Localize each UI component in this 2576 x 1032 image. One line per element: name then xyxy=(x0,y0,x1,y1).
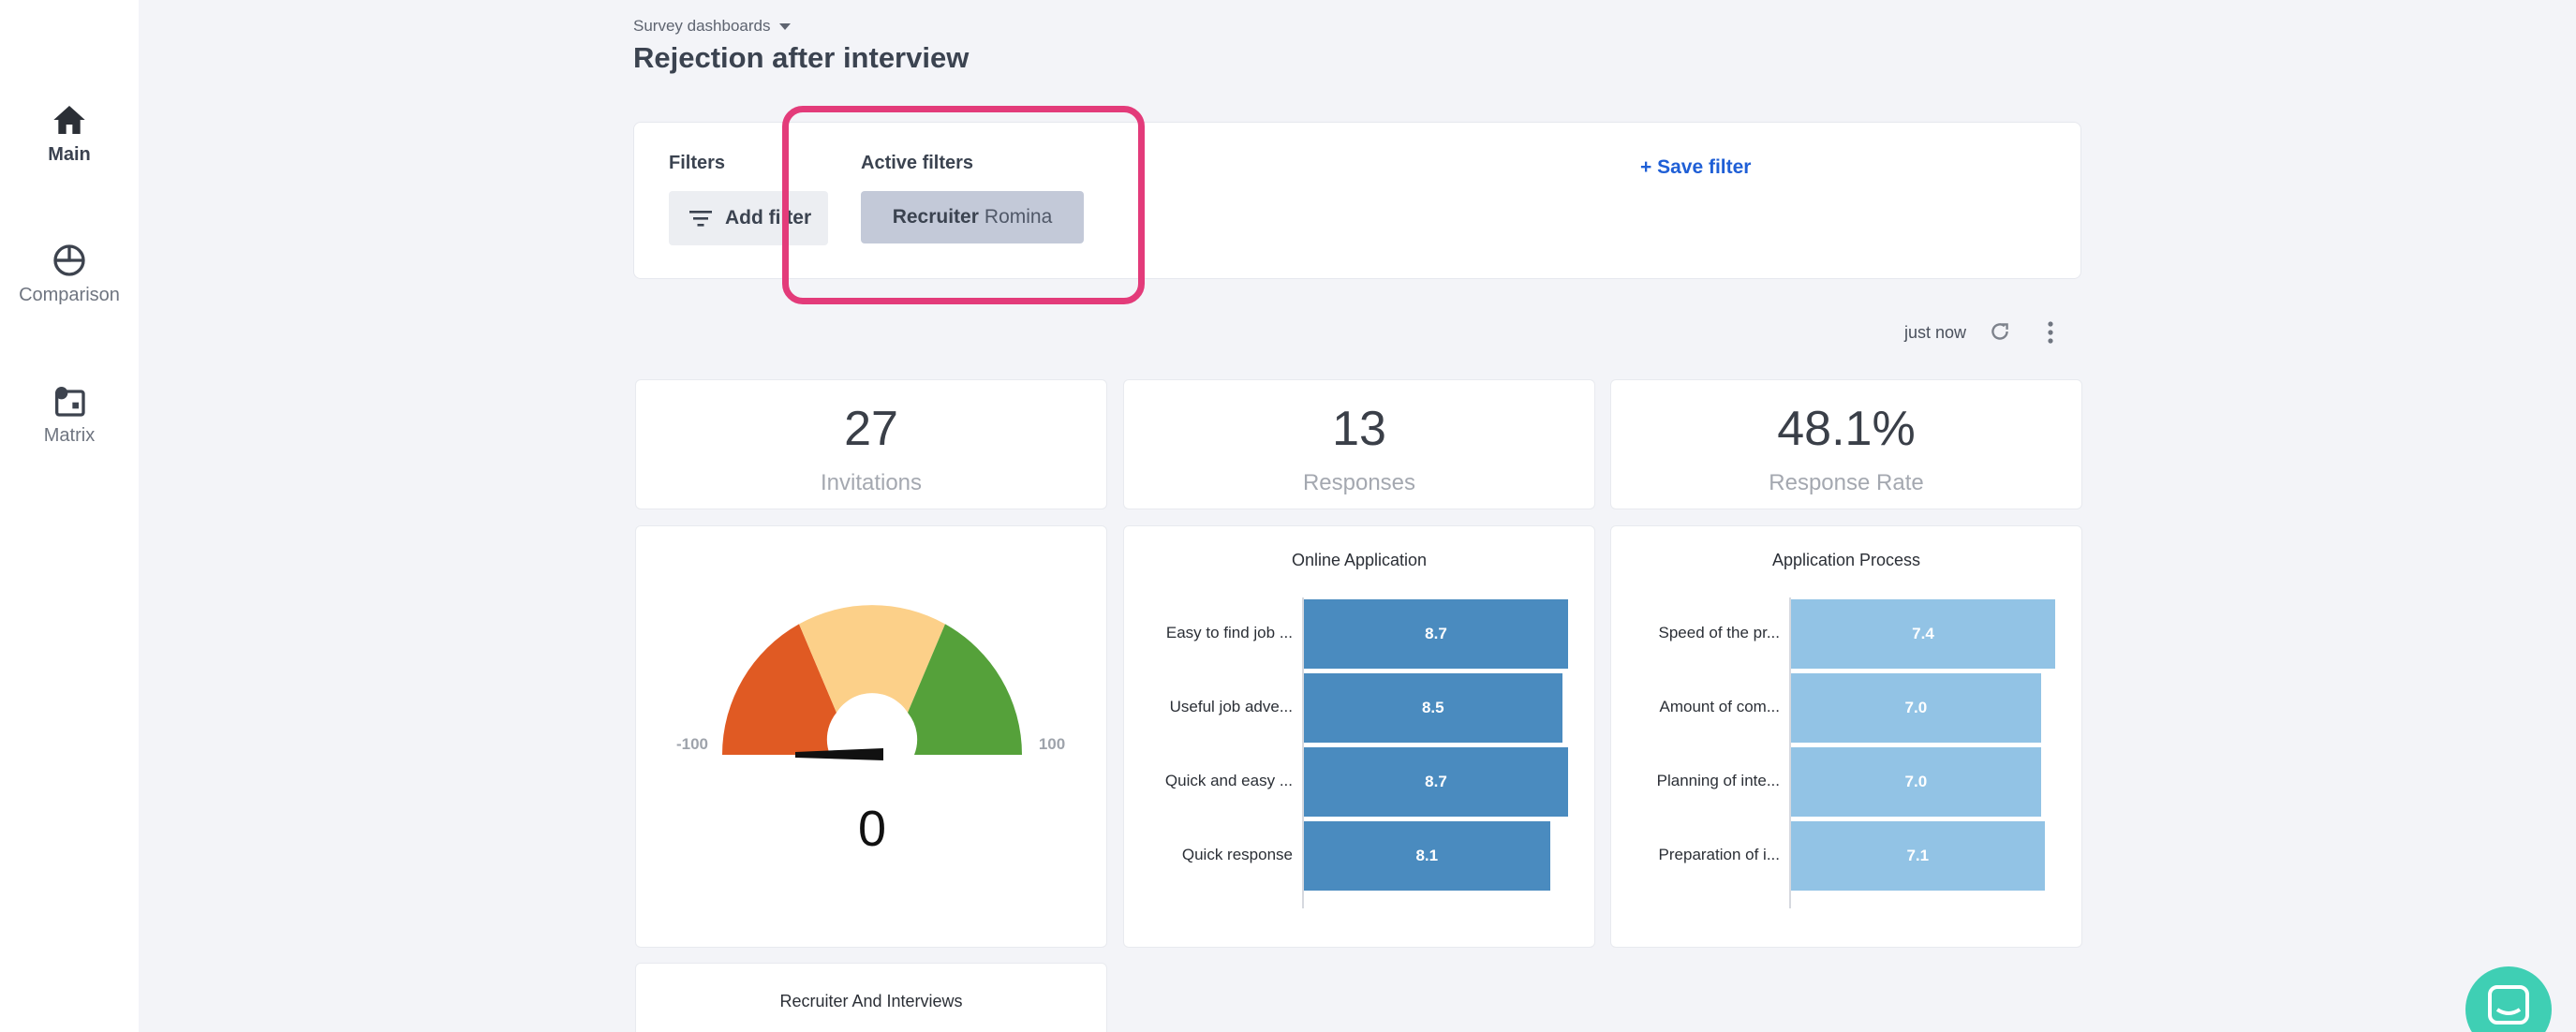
breadcrumb[interactable]: Survey dashboards xyxy=(633,17,792,36)
add-filter-button[interactable]: Add filter xyxy=(669,191,828,245)
gauge-value: 0 xyxy=(858,801,886,857)
chip-value: Romina xyxy=(984,206,1053,228)
sidebar-item-main[interactable]: Main xyxy=(0,101,139,166)
gauge-max-label: 100 xyxy=(1039,735,1065,753)
bar-category-label: Easy to find job ... xyxy=(1165,624,1293,641)
application-process-chart: Application Process Speed of the pr... 7.… xyxy=(1610,525,2082,948)
bar-category-label: Preparation of i... xyxy=(1658,846,1780,863)
add-filter-label: Add filter xyxy=(725,207,812,229)
bar-value-label: 7.0 xyxy=(1904,773,1928,790)
chip-key: Recruiter xyxy=(892,206,979,228)
home-icon xyxy=(53,106,85,134)
chat-icon xyxy=(2488,985,2529,1025)
bar[interactable]: 8.7 xyxy=(1304,599,1568,669)
gauge-chart: -100 100 0 xyxy=(676,605,1065,857)
online-application-chart: Online Application Easy to find job ... 8… xyxy=(1123,525,1595,948)
last-updated: just now xyxy=(1904,323,1967,342)
bar-value-label: 7.4 xyxy=(1912,625,1934,642)
matrix-icon xyxy=(55,387,85,417)
bar-value-label: 8.7 xyxy=(1425,625,1447,642)
gauge-min-label: -100 xyxy=(676,735,708,753)
comparison-icon xyxy=(53,244,85,276)
breadcrumb-label: Survey dashboards xyxy=(633,17,771,35)
bar[interactable]: 7.0 xyxy=(1791,673,2041,743)
active-filters-label: Active filters xyxy=(861,153,974,173)
bar-value-label: 8.7 xyxy=(1425,773,1447,790)
sidebar-item-label: Main xyxy=(48,144,91,165)
filters-label: Filters xyxy=(669,153,726,173)
bar[interactable]: 8.7 xyxy=(1304,747,1568,817)
gauge-segment-mid xyxy=(799,605,945,713)
kpi-label: Response Rate xyxy=(1769,470,1924,495)
gauge-card: -100 100 0 xyxy=(635,525,1107,948)
bar[interactable]: 7.1 xyxy=(1791,821,2045,891)
kpi-value: 48.1% xyxy=(1777,402,1916,456)
bar-category-label: Quick and easy ... xyxy=(1164,772,1293,789)
chart-axis xyxy=(1789,597,1791,908)
gauge-segment-high xyxy=(908,624,1022,755)
bar[interactable]: 8.1 xyxy=(1304,821,1550,891)
bar-category-label: Speed of the pr... xyxy=(1658,624,1780,641)
bar-value-label: 8.1 xyxy=(1415,847,1439,864)
bar-value-label: 8.5 xyxy=(1421,699,1444,716)
bar-value-label: 7.1 xyxy=(1906,847,1930,864)
bar-category-label: Quick response xyxy=(1181,846,1293,863)
gauge-needle xyxy=(795,748,883,760)
bar-row: Quick and easy ... 8.7 xyxy=(1124,747,1594,817)
more-options-icon[interactable] xyxy=(2047,320,2054,345)
kpi-card-invitations: 27 Invitations xyxy=(635,379,1107,509)
bar-row: Quick response 8.1 xyxy=(1124,821,1594,891)
kpi-card-responses: 13 Responses xyxy=(1123,379,1595,509)
bar[interactable]: 8.5 xyxy=(1304,673,1562,743)
bar-category-label: Useful job adve... xyxy=(1169,698,1293,715)
bar[interactable]: 7.0 xyxy=(1791,747,2041,817)
bar-value-label: 7.0 xyxy=(1904,699,1928,716)
chart-title: Online Application xyxy=(1291,551,1428,569)
sidebar-item-matrix[interactable]: Matrix xyxy=(0,382,139,447)
caret-down-icon xyxy=(779,22,792,30)
bar-row: Amount of com... 7.0 xyxy=(1611,673,2081,743)
bar-row: Useful job adve... 8.5 xyxy=(1124,673,1594,743)
bar-category-label: Amount of com... xyxy=(1659,698,1781,715)
sidebar-item-label: Comparison xyxy=(19,285,120,305)
kpi-label: Responses xyxy=(1302,470,1416,495)
kpi-label: Invitations xyxy=(820,470,923,495)
filter-bar: Filters Active filters Add filter Recrui… xyxy=(633,122,2081,279)
gauge-segment-low xyxy=(722,624,836,755)
bar-row: Easy to find job ... 8.7 xyxy=(1124,599,1594,669)
chat-launcher[interactable] xyxy=(2465,966,2552,1032)
chart-axis xyxy=(1302,597,1304,908)
chart-title: Application Process xyxy=(1771,551,1921,569)
active-filter-chip[interactable]: Recruiter Romina xyxy=(861,191,1084,243)
kpi-value: 13 xyxy=(1332,402,1386,456)
filter-icon xyxy=(689,211,712,227)
refresh-icon[interactable] xyxy=(1988,319,2012,344)
bar-row: Preparation of i... 7.1 xyxy=(1611,821,2081,891)
page-title: Rejection after interview xyxy=(633,41,970,74)
kpi-card-response-rate: 48.1% Response Rate xyxy=(1610,379,2082,509)
save-filter-link[interactable]: + Save filter xyxy=(1640,156,1752,178)
sidebar-item-label: Matrix xyxy=(43,425,96,446)
bar[interactable]: 7.4 xyxy=(1791,599,2055,669)
bar-row: Speed of the pr... 7.4 xyxy=(1611,599,2081,669)
bar-category-label: Planning of inte... xyxy=(1656,772,1780,789)
kpi-value: 27 xyxy=(844,402,898,456)
bar-row: Planning of inte... 7.0 xyxy=(1611,747,2081,817)
sidebar-item-comparison[interactable]: Comparison xyxy=(0,242,139,306)
chart-title: Recruiter And Interviews xyxy=(779,992,963,1010)
recruiter-interviews-card: Recruiter And Interviews xyxy=(635,963,1107,1032)
sidebar: Main Comparison Matrix xyxy=(0,0,139,1032)
